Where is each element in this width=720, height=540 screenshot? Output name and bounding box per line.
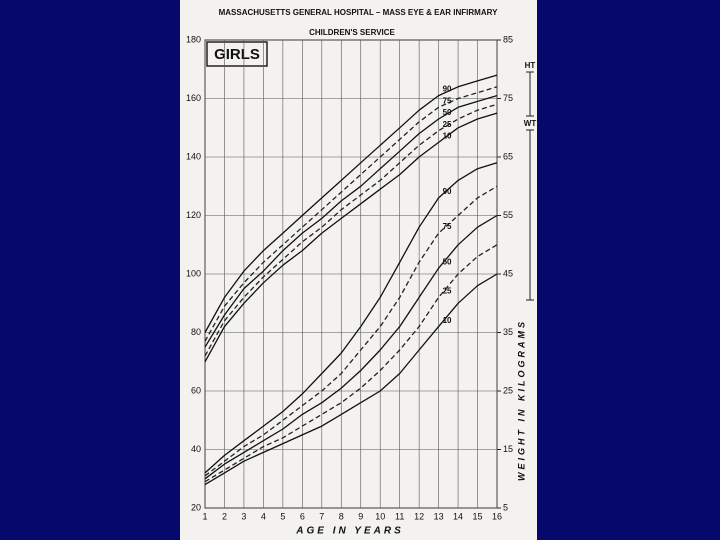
x-tick-label: 8: [339, 511, 344, 521]
panel-label: GIRLS: [214, 46, 260, 63]
x-tick-label: 11: [395, 511, 404, 521]
y-tick-label: 80: [191, 327, 201, 337]
x-tick-label: 9: [358, 511, 363, 521]
x-tick-label: 1: [202, 511, 207, 521]
x-tick-label: 2: [222, 511, 227, 521]
side-label: HT: [525, 61, 536, 70]
series-label: 50: [443, 108, 452, 117]
line: [204, 94, 498, 348]
x-tick-label: 7: [319, 511, 324, 521]
x-tick-label: 5: [280, 511, 285, 521]
line: [204, 273, 498, 486]
x-tick-label: 15: [473, 511, 483, 521]
x-axis-label: AGE IN YEARS: [295, 526, 404, 537]
series-label: 90: [443, 187, 452, 196]
y2-tick-label: 55: [503, 210, 513, 220]
x-tick-label: 16: [492, 511, 502, 521]
line: [204, 185, 498, 477]
bracket: [526, 71, 534, 301]
chart-subtitle: CHILDREN'S SERVICE: [309, 28, 395, 37]
chart-title: MASSACHUSETTS GENERAL HOSPITAL – MASS EY…: [219, 8, 499, 17]
x-tick-label: 13: [434, 511, 444, 521]
y-tick-label: 60: [191, 385, 201, 395]
x-tick-label: 6: [300, 511, 305, 521]
y2-tick-label: 15: [503, 444, 513, 454]
panel-label-box: [206, 41, 268, 67]
y-tick-label: 160: [186, 93, 201, 103]
y2-axis-label: WEIGHT IN KILOGRAMS: [516, 319, 526, 481]
series-label: 10: [443, 316, 452, 325]
y2-tick-label: 75: [503, 93, 513, 103]
line: [204, 103, 498, 357]
line: [204, 112, 498, 363]
line: [204, 244, 498, 483]
series-label: 10: [443, 131, 452, 140]
line: [204, 162, 498, 474]
x-tick-label: 3: [241, 511, 246, 521]
y-tick-label: 140: [186, 151, 201, 161]
series-label: 75: [443, 222, 452, 231]
line: [204, 86, 498, 342]
y-tick-label: 20: [191, 502, 201, 512]
y2-tick-label: 65: [503, 151, 513, 161]
series-label: 25: [443, 287, 452, 296]
line: [204, 74, 498, 333]
y2-tick-label: 45: [503, 268, 513, 278]
x-tick-label: 4: [261, 511, 266, 521]
series-label: 75: [443, 96, 452, 105]
side-label: WT: [524, 119, 537, 128]
y2-tick-label: 85: [503, 34, 513, 44]
y2-tick-label: 25: [503, 385, 513, 395]
y-tick-label: 40: [191, 444, 201, 454]
series-label: 50: [443, 257, 452, 266]
y2-tick-label: 35: [503, 327, 513, 337]
y-tick-label: 180: [186, 34, 201, 44]
x-tick-label: 10: [375, 511, 385, 521]
y2-tick-label: 5: [503, 502, 508, 512]
y-tick-label: 120: [186, 210, 201, 220]
y-tick-label: 100: [186, 268, 201, 278]
series-label: 25: [443, 120, 452, 129]
series-label: 90: [443, 85, 452, 94]
line: [204, 214, 498, 480]
x-tick-label: 14: [453, 511, 463, 521]
x-tick-label: 12: [414, 511, 424, 521]
